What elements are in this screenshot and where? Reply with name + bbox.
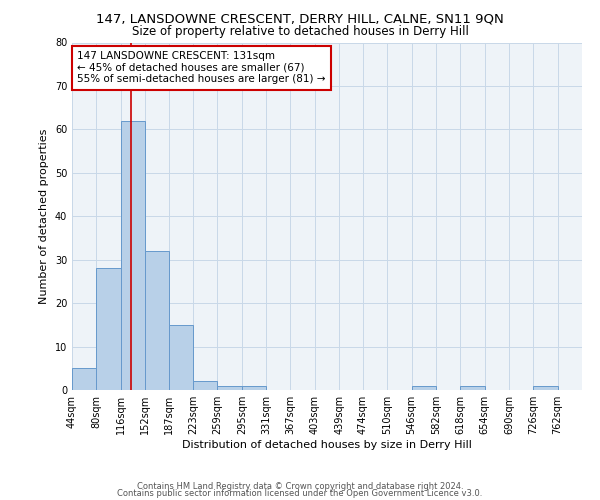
Bar — [193, 382, 217, 390]
Bar — [460, 386, 485, 390]
Bar — [97, 268, 121, 390]
Bar — [242, 386, 266, 390]
Text: Contains HM Land Registry data © Crown copyright and database right 2024.: Contains HM Land Registry data © Crown c… — [137, 482, 463, 491]
Bar — [169, 325, 193, 390]
Text: 147 LANSDOWNE CRESCENT: 131sqm
← 45% of detached houses are smaller (67)
55% of : 147 LANSDOWNE CRESCENT: 131sqm ← 45% of … — [77, 51, 326, 84]
Text: Contains public sector information licensed under the Open Government Licence v3: Contains public sector information licen… — [118, 489, 482, 498]
Bar — [145, 251, 169, 390]
Bar — [533, 386, 557, 390]
Y-axis label: Number of detached properties: Number of detached properties — [39, 128, 49, 304]
Text: Size of property relative to detached houses in Derry Hill: Size of property relative to detached ho… — [131, 25, 469, 38]
X-axis label: Distribution of detached houses by size in Derry Hill: Distribution of detached houses by size … — [182, 440, 472, 450]
Bar — [72, 368, 97, 390]
Bar — [412, 386, 436, 390]
Bar — [217, 386, 242, 390]
Bar — [121, 120, 145, 390]
Text: 147, LANSDOWNE CRESCENT, DERRY HILL, CALNE, SN11 9QN: 147, LANSDOWNE CRESCENT, DERRY HILL, CAL… — [96, 12, 504, 26]
